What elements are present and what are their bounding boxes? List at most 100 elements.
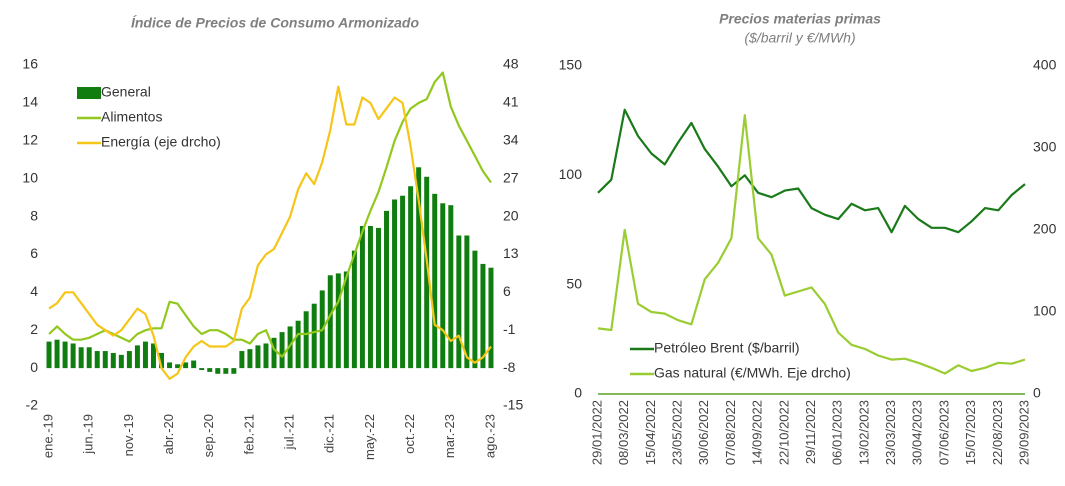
bar (118, 354, 124, 369)
x-tick-label: 06/01/2023 (830, 400, 845, 465)
bar (70, 343, 76, 369)
x-tick-label: abr.-20 (161, 414, 176, 454)
y-tick-label: 0 (30, 359, 38, 375)
x-tick-label: ene.-19 (40, 414, 55, 458)
y-tick-label: 50 (566, 275, 582, 291)
bar (263, 343, 269, 369)
chart-subtitle: ($/barril y €/MWh) (744, 30, 855, 46)
y2-tick-label: 400 (1033, 57, 1057, 73)
bar (102, 351, 108, 369)
bar (159, 352, 165, 369)
y-tick-label: 150 (559, 57, 583, 73)
x-tick-label: 30/04/2023 (910, 400, 925, 465)
bar (175, 364, 181, 369)
x-tick-label: feb.-21 (241, 414, 256, 454)
x-tick-label: 22/08/2023 (990, 400, 1005, 465)
bar (279, 332, 285, 369)
y2-tick-label: 300 (1033, 139, 1057, 155)
y-tick-label: 100 (559, 166, 583, 182)
bar (247, 349, 253, 369)
line (597, 114, 1026, 375)
x-tick-label: sep.-20 (201, 414, 216, 457)
legend-label: Gas natural (€/MWh. Eje drcho) (654, 365, 851, 381)
bar (191, 360, 197, 369)
y2-tick-label: 0 (1033, 385, 1041, 401)
x-tick-label: 15/07/2023 (963, 400, 978, 465)
y2-tick-label: 200 (1033, 221, 1057, 237)
bar (86, 347, 92, 369)
bar (255, 345, 261, 369)
y2-tick-label: 13 (503, 245, 519, 261)
bar (54, 339, 60, 369)
bar (464, 235, 470, 369)
bar (223, 368, 229, 374)
x-tick-label: may.-22 (362, 414, 377, 460)
x-tick-label: nov.-19 (121, 414, 136, 456)
bar (424, 176, 430, 369)
x-tick-label: dic.-21 (322, 414, 337, 453)
y2-tick-label: -15 (503, 397, 523, 413)
bar (183, 362, 189, 369)
y-tick-label: -2 (26, 397, 39, 413)
y-tick-label: 8 (30, 207, 38, 223)
y2-tick-label: 27 (503, 169, 519, 185)
bar (440, 203, 446, 369)
x-tick-label: 29/09/2023 (1016, 400, 1031, 465)
bar (367, 226, 373, 369)
bar (239, 351, 245, 369)
y2-tick-label: 41 (503, 94, 519, 110)
x-tick-label: 22/10/2022 (776, 400, 791, 465)
bar (480, 263, 486, 369)
bar (448, 205, 454, 369)
x-tick-label: 29/01/2022 (589, 400, 604, 465)
bar (384, 210, 390, 369)
x-tick-label: 15/04/2022 (643, 400, 658, 465)
legend-label: Petróleo Brent ($/barril) (654, 340, 800, 356)
bar (207, 368, 213, 372)
bar (142, 341, 148, 369)
line (597, 108, 1026, 234)
y-tick-label: 6 (30, 245, 38, 261)
x-tick-label: 30/06/2022 (696, 400, 711, 465)
line (48, 85, 492, 380)
bar (432, 193, 438, 369)
chart-title: Índice de Precios de Consumo Armonizado (131, 15, 420, 31)
bar (295, 320, 301, 369)
y2-tick-label: 34 (503, 131, 519, 147)
y-tick-label: 2 (30, 321, 38, 337)
bar (375, 227, 381, 369)
y2-tick-label: 6 (503, 283, 511, 299)
bar (335, 273, 341, 369)
legend-swatch (77, 87, 101, 99)
bar (167, 362, 173, 369)
bar (343, 271, 349, 369)
legend-label: Energía (eje drcho) (101, 134, 221, 150)
bar (327, 275, 333, 369)
y2-tick-label: 48 (503, 56, 519, 72)
bar (110, 352, 116, 369)
line (48, 71, 492, 358)
bar (94, 351, 100, 369)
x-tick-label: 23/05/2022 (670, 400, 685, 465)
bar (78, 347, 84, 369)
bar (46, 341, 52, 369)
y-tick-label: 16 (22, 56, 38, 72)
bar (231, 368, 237, 374)
bar (271, 337, 277, 369)
bar (126, 351, 132, 369)
bar (408, 186, 414, 369)
y-tick-label: 0 (574, 385, 582, 401)
bar (134, 345, 140, 369)
bar (215, 368, 221, 374)
y2-tick-label: 100 (1033, 303, 1057, 319)
y-tick-label: 10 (22, 169, 38, 185)
x-tick-label: 07/06/2023 (936, 400, 951, 465)
x-tick-label: oct.-22 (402, 414, 417, 454)
legend-label: General (101, 84, 151, 100)
bar (303, 311, 309, 369)
y-tick-label: 14 (22, 94, 38, 110)
x-tick-label: 23/03/2023 (883, 400, 898, 465)
bar (416, 167, 422, 369)
bar (392, 199, 398, 369)
